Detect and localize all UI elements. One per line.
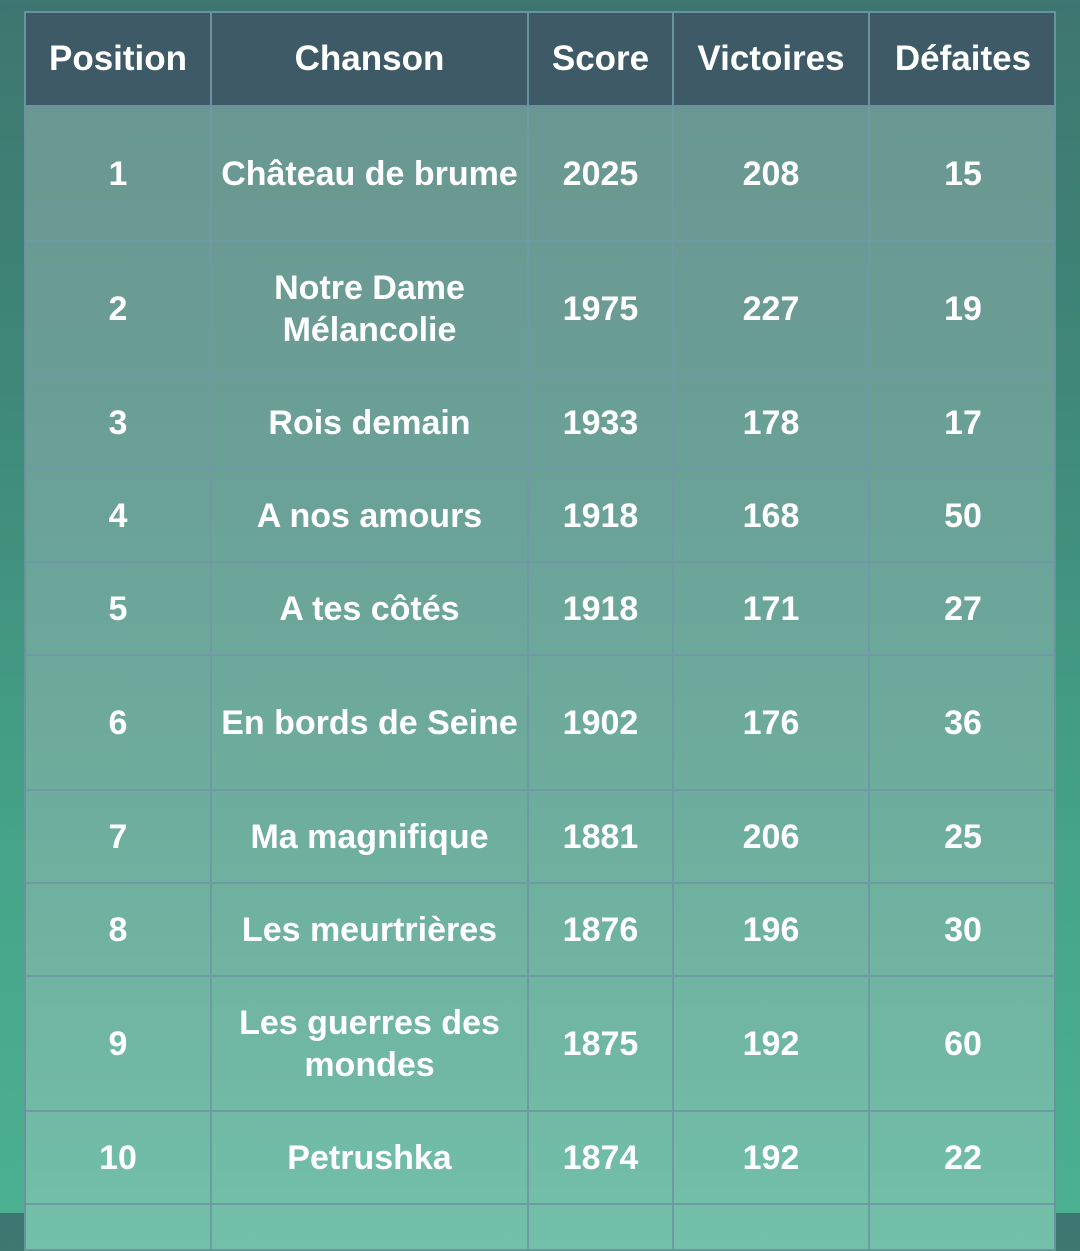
cell-defaites: 22 <box>869 1111 1054 1205</box>
cell-victoires: 171 <box>673 562 870 656</box>
cell-position: 6 <box>26 655 212 791</box>
cell-chanson <box>211 1204 529 1249</box>
table-row: 10 Petrushka 1874 192 22 <box>26 1111 1054 1205</box>
cell-defaites: 60 <box>869 976 1054 1112</box>
cell-position: 10 <box>26 1111 212 1205</box>
table-row: 5 A tes côtés 1918 171 27 <box>26 562 1054 656</box>
cell-victoires: 176 <box>673 655 870 791</box>
cell-score: 1918 <box>528 469 674 563</box>
header-defaites[interactable]: Défaites <box>869 13 1054 107</box>
cell-position <box>26 1204 212 1249</box>
table-row: 7 Ma magnifique 1881 206 25 <box>26 790 1054 884</box>
cell-chanson: Les guerres des mondes <box>211 976 529 1112</box>
cell-victoires: 192 <box>673 976 870 1112</box>
cell-position: 8 <box>26 883 212 977</box>
table-row: 8 Les meurtrières 1876 196 30 <box>26 883 1054 977</box>
cell-victoires: 227 <box>673 241 870 377</box>
cell-defaites: 17 <box>869 376 1054 470</box>
cell-defaites: 36 <box>869 655 1054 791</box>
table-row: 3 Rois demain 1933 178 17 <box>26 376 1054 470</box>
cell-position: 5 <box>26 562 212 656</box>
header-victoires[interactable]: Victoires <box>673 13 870 107</box>
cell-position: 9 <box>26 976 212 1112</box>
cell-position: 4 <box>26 469 212 563</box>
cell-defaites: 15 <box>869 106 1054 242</box>
cell-score: 2025 <box>528 106 674 242</box>
cell-chanson: Petrushka <box>211 1111 529 1205</box>
cell-defaites <box>869 1204 1054 1249</box>
cell-victoires: 208 <box>673 106 870 242</box>
cell-defaites: 27 <box>869 562 1054 656</box>
cell-victoires: 206 <box>673 790 870 884</box>
cell-score: 1875 <box>528 976 674 1112</box>
cell-position: 3 <box>26 376 212 470</box>
table-row <box>26 1204 1054 1249</box>
cell-chanson: Notre Dame Mélancolie <box>211 241 529 377</box>
cell-position: 2 <box>26 241 212 377</box>
cell-chanson: A nos amours <box>211 469 529 563</box>
cell-position: 7 <box>26 790 212 884</box>
cell-position: 1 <box>26 106 212 242</box>
cell-defaites: 25 <box>869 790 1054 884</box>
cell-score: 1933 <box>528 376 674 470</box>
header-position[interactable]: Position <box>26 13 212 107</box>
table-row: 4 A nos amours 1918 168 50 <box>26 469 1054 563</box>
cell-score: 1876 <box>528 883 674 977</box>
cell-score <box>528 1204 674 1249</box>
cell-score: 1881 <box>528 790 674 884</box>
cell-victoires: 168 <box>673 469 870 563</box>
cell-victoires: 196 <box>673 883 870 977</box>
header-score[interactable]: Score <box>528 13 674 107</box>
cell-defaites: 19 <box>869 241 1054 377</box>
cell-score: 1918 <box>528 562 674 656</box>
table-row: 9 Les guerres des mondes 1875 192 60 <box>26 976 1054 1112</box>
table-header-row: Position Chanson Score Victoires Défaite… <box>26 13 1054 107</box>
cell-score: 1874 <box>528 1111 674 1205</box>
cell-defaites: 50 <box>869 469 1054 563</box>
header-chanson[interactable]: Chanson <box>211 13 529 107</box>
cell-chanson: Ma magnifique <box>211 790 529 884</box>
cell-score: 1975 <box>528 241 674 377</box>
cell-chanson: Rois demain <box>211 376 529 470</box>
cell-chanson: A tes côtés <box>211 562 529 656</box>
table-row: 2 Notre Dame Mélancolie 1975 227 19 <box>26 241 1054 377</box>
cell-chanson: Les meurtrières <box>211 883 529 977</box>
ranking-table: Position Chanson Score Victoires Défaite… <box>26 13 1054 1249</box>
ranking-table-container: Position Chanson Score Victoires Défaite… <box>24 11 1056 1251</box>
cell-victoires: 178 <box>673 376 870 470</box>
cell-chanson: En bords de Seine <box>211 655 529 791</box>
cell-defaites: 30 <box>869 883 1054 977</box>
table-row: 1 Château de brume 2025 208 15 <box>26 106 1054 242</box>
cell-victoires <box>673 1204 870 1249</box>
cell-victoires: 192 <box>673 1111 870 1205</box>
cell-chanson: Château de brume <box>211 106 529 242</box>
cell-score: 1902 <box>528 655 674 791</box>
table-row: 6 En bords de Seine 1902 176 36 <box>26 655 1054 791</box>
